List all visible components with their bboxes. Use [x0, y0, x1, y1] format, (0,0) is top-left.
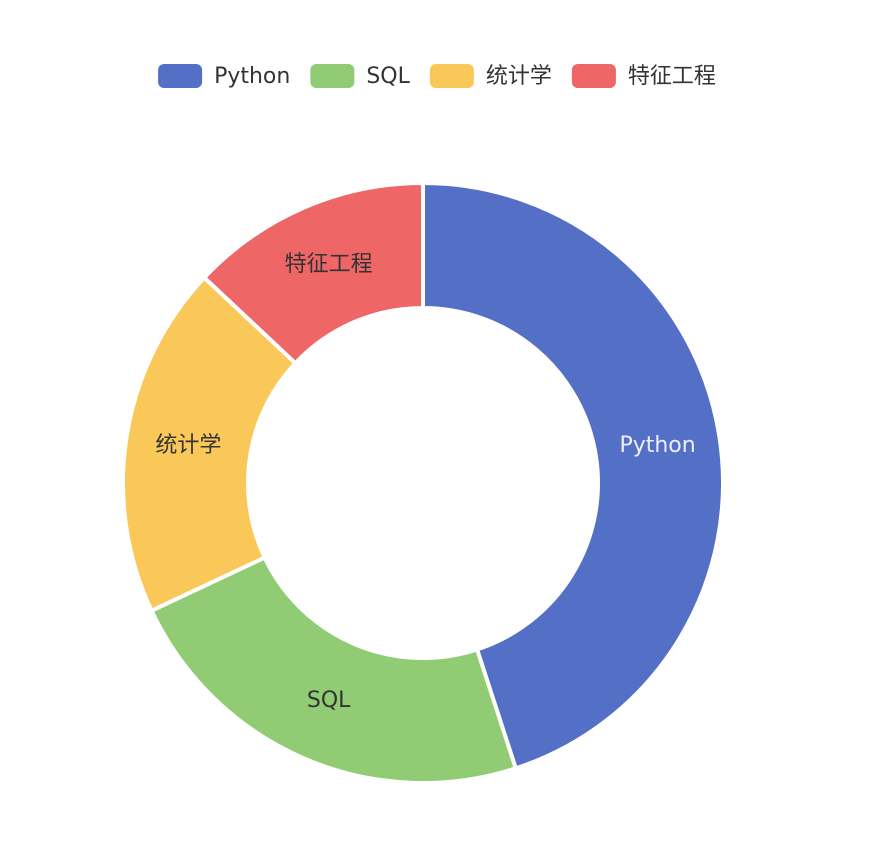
- legend-swatch: [310, 64, 355, 88]
- slice-label: 特征工程: [285, 252, 373, 277]
- legend-label: SQL: [366, 64, 410, 89]
- legend-label: 统计学: [486, 64, 552, 89]
- legend: Python SQL 统计学 特征工程: [158, 64, 716, 89]
- pie-slice: [421, 181, 725, 771]
- pie-slice: [202, 181, 425, 366]
- pie-slice: [121, 275, 298, 613]
- legend-swatch: [158, 64, 203, 88]
- legend-swatch: [571, 64, 616, 88]
- legend-label: 特征工程: [628, 64, 716, 89]
- slice-label: SQL: [307, 688, 351, 713]
- legend-label: Python: [214, 64, 290, 89]
- legend-swatch: [429, 64, 474, 88]
- pie-slice: [149, 555, 518, 785]
- slice-label: Python: [619, 433, 695, 458]
- slice-label: 统计学: [155, 433, 221, 458]
